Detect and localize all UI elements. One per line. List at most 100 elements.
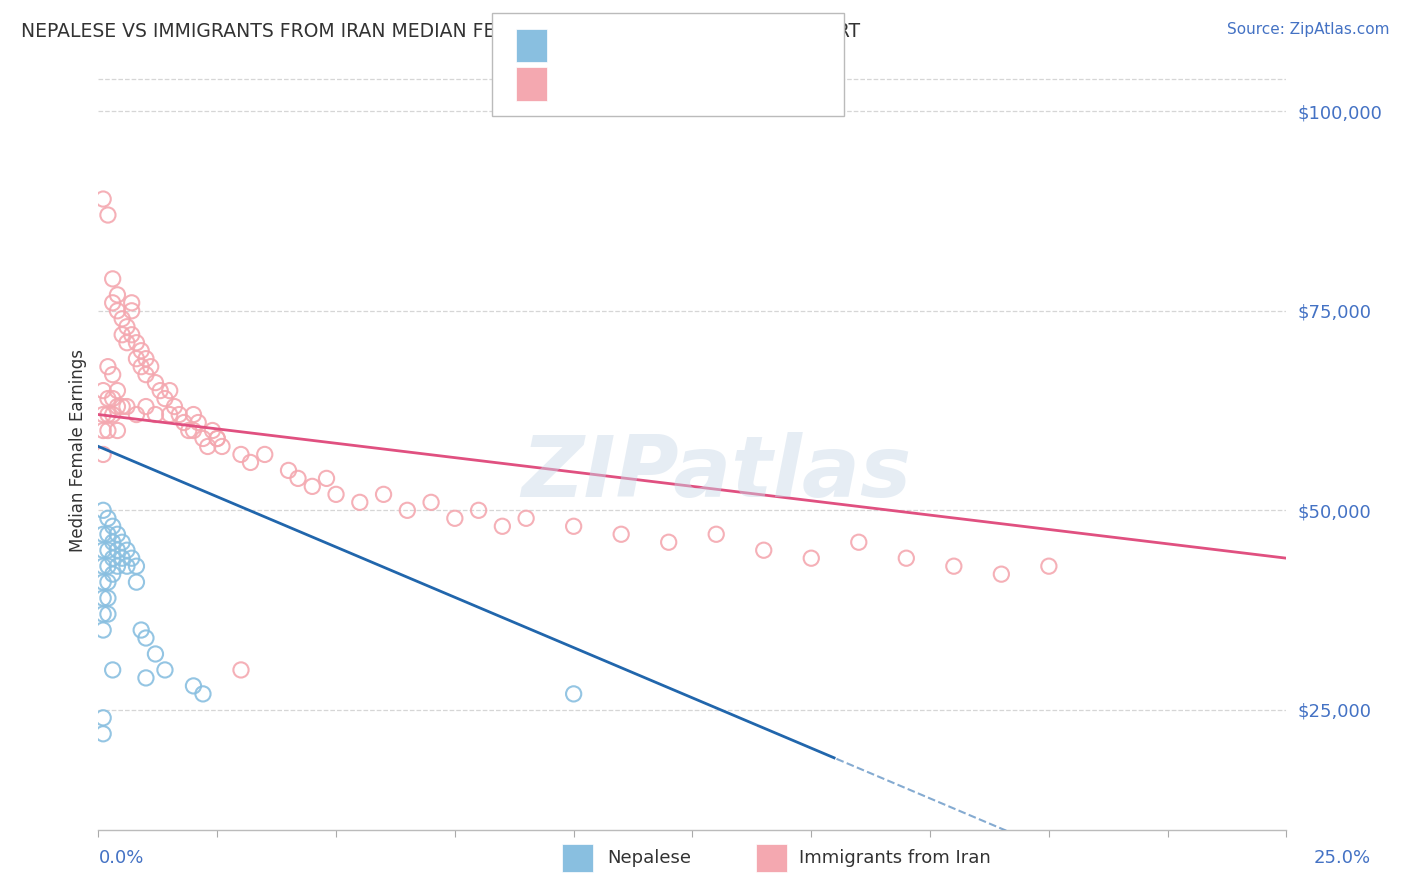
Point: [115, 543, 138, 558]
Point: [800, 551, 823, 566]
Point: [111, 327, 134, 342]
Point: [315, 471, 337, 485]
Point: [101, 551, 124, 566]
Point: [111, 551, 134, 566]
Point: [91, 192, 114, 206]
Point: [149, 384, 172, 398]
Point: [562, 687, 585, 701]
Point: [277, 463, 299, 477]
Point: [163, 400, 186, 414]
Point: [115, 400, 138, 414]
Point: [91, 447, 114, 461]
Point: [896, 551, 918, 566]
Point: [125, 351, 148, 366]
Point: [97, 559, 120, 574]
Point: [135, 671, 157, 685]
Point: [91, 408, 114, 422]
Point: [91, 527, 114, 541]
Point: [491, 519, 513, 533]
Point: [91, 623, 114, 637]
Point: [91, 384, 114, 398]
Point: [101, 408, 124, 422]
Point: [239, 455, 262, 469]
Point: [111, 311, 134, 326]
Point: [97, 392, 120, 406]
Point: [229, 447, 252, 461]
Point: [135, 368, 157, 382]
Text: R = -0.604    N = 40: R = -0.604 N = 40: [561, 37, 744, 54]
Point: [229, 663, 252, 677]
Point: [207, 432, 229, 446]
Point: [97, 359, 120, 374]
Point: [420, 495, 443, 509]
Point: [207, 432, 229, 446]
Point: [187, 416, 209, 430]
Point: [91, 591, 114, 606]
Point: [91, 424, 114, 438]
Point: [97, 424, 120, 438]
Point: [159, 384, 181, 398]
Point: [91, 711, 114, 725]
Point: [183, 679, 205, 693]
Point: [115, 559, 138, 574]
Point: [467, 503, 489, 517]
Point: [197, 440, 219, 454]
Text: 25.0%: 25.0%: [1313, 849, 1371, 867]
Point: [145, 408, 167, 422]
Text: Nepalese: Nepalese: [607, 849, 692, 867]
Point: [107, 543, 129, 558]
Point: [253, 447, 276, 461]
Point: [107, 384, 129, 398]
Text: NEPALESE VS IMMIGRANTS FROM IRAN MEDIAN FEMALE EARNINGS CORRELATION CHART: NEPALESE VS IMMIGRANTS FROM IRAN MEDIAN …: [21, 22, 860, 41]
Point: [101, 392, 124, 406]
Point: [97, 408, 120, 422]
Point: [848, 535, 870, 549]
Point: [135, 631, 157, 645]
Point: [183, 424, 205, 438]
Point: [349, 495, 371, 509]
Point: [101, 535, 124, 549]
Point: [191, 687, 214, 701]
Point: [562, 519, 585, 533]
Point: [91, 607, 114, 621]
Point: [97, 591, 120, 606]
Point: [610, 527, 633, 541]
Text: Immigrants from Iran: Immigrants from Iran: [799, 849, 990, 867]
Point: [1038, 559, 1060, 574]
Point: [101, 567, 124, 582]
Point: [145, 647, 167, 661]
Point: [129, 359, 152, 374]
Point: [97, 511, 120, 525]
Point: [183, 408, 205, 422]
Point: [97, 208, 120, 222]
Point: [752, 543, 775, 558]
Point: [942, 559, 965, 574]
Point: [153, 392, 176, 406]
Point: [704, 527, 727, 541]
Point: [101, 295, 124, 310]
Point: [115, 335, 138, 350]
Text: Source: ZipAtlas.com: Source: ZipAtlas.com: [1226, 22, 1389, 37]
Point: [121, 295, 143, 310]
Point: [139, 359, 162, 374]
Point: [97, 527, 120, 541]
Point: [121, 303, 143, 318]
Point: [135, 351, 157, 366]
Text: 0.0%: 0.0%: [98, 849, 143, 867]
Point: [91, 543, 114, 558]
Point: [91, 727, 114, 741]
Point: [201, 424, 224, 438]
Point: [167, 408, 190, 422]
Point: [287, 471, 309, 485]
Point: [153, 663, 176, 677]
Point: [111, 400, 134, 414]
Point: [301, 479, 323, 493]
Point: [125, 335, 148, 350]
Point: [97, 543, 120, 558]
Point: [129, 343, 152, 358]
Point: [91, 503, 114, 517]
Point: [990, 567, 1012, 582]
Point: [107, 559, 129, 574]
Point: [101, 368, 124, 382]
Point: [159, 408, 181, 422]
